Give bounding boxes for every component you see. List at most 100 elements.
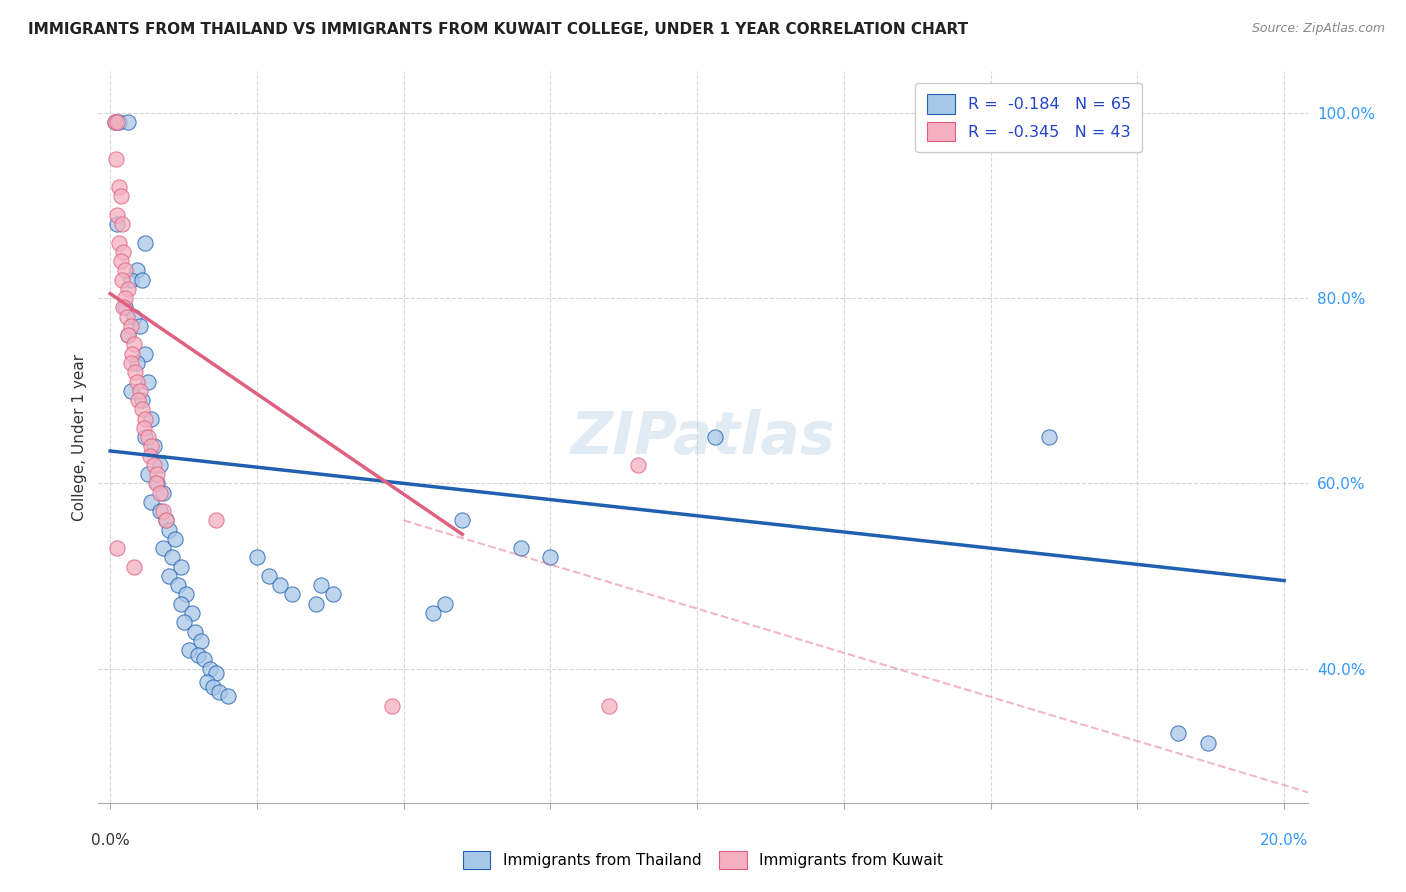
- Point: [121, 347, 143, 361]
- Y-axis label: College, Under 1 year: College, Under 1 year: [72, 353, 87, 521]
- Point: [141, 495, 163, 509]
- Point: [322, 587, 344, 601]
- Point: [136, 467, 159, 482]
- Point: [176, 587, 198, 601]
- Point: [120, 273, 142, 287]
- Point: [114, 301, 136, 315]
- Point: [155, 513, 177, 527]
- Point: [111, 217, 134, 231]
- Point: [104, 115, 127, 129]
- Point: [143, 458, 166, 472]
- Text: ZIPatlas: ZIPatlas: [571, 409, 835, 466]
- Point: [149, 504, 172, 518]
- Point: [422, 606, 444, 620]
- Point: [451, 513, 474, 527]
- Point: [217, 690, 239, 704]
- Point: [117, 282, 139, 296]
- Point: [703, 430, 725, 444]
- Point: [115, 310, 138, 324]
- Point: [163, 532, 186, 546]
- Point: [204, 513, 226, 527]
- Point: [134, 430, 156, 444]
- Point: [149, 485, 172, 500]
- Point: [134, 421, 156, 435]
- Point: [134, 235, 156, 250]
- Point: [201, 680, 224, 694]
- Point: [134, 411, 156, 425]
- Point: [1167, 726, 1189, 740]
- Text: 0.0%: 0.0%: [91, 833, 129, 848]
- Point: [128, 318, 150, 333]
- Point: [179, 643, 201, 657]
- Point: [193, 652, 215, 666]
- Point: [257, 569, 280, 583]
- Point: [160, 550, 183, 565]
- Point: [157, 523, 180, 537]
- Point: [169, 559, 191, 574]
- Point: [125, 375, 148, 389]
- Point: [105, 541, 128, 556]
- Point: [124, 365, 146, 379]
- Point: [146, 467, 169, 482]
- Point: [105, 153, 128, 167]
- Point: [173, 615, 195, 630]
- Point: [433, 597, 456, 611]
- Point: [146, 476, 169, 491]
- Point: [187, 648, 209, 662]
- Point: [122, 559, 145, 574]
- Point: [105, 115, 128, 129]
- Text: IMMIGRANTS FROM THAILAND VS IMMIGRANTS FROM KUWAIT COLLEGE, UNDER 1 YEAR CORRELA: IMMIGRANTS FROM THAILAND VS IMMIGRANTS F…: [28, 22, 969, 37]
- Point: [125, 263, 148, 277]
- Point: [112, 244, 135, 259]
- Point: [114, 263, 136, 277]
- Point: [598, 698, 620, 713]
- Point: [381, 698, 404, 713]
- Point: [269, 578, 291, 592]
- Point: [246, 550, 269, 565]
- Point: [538, 550, 561, 565]
- Point: [134, 347, 156, 361]
- Point: [195, 675, 218, 690]
- Point: [108, 235, 131, 250]
- Point: [1038, 430, 1060, 444]
- Point: [166, 578, 188, 592]
- Point: [122, 337, 145, 351]
- Point: [110, 254, 132, 268]
- Point: [114, 291, 136, 305]
- Point: [131, 273, 153, 287]
- Point: [131, 402, 153, 417]
- Point: [208, 684, 231, 698]
- Point: [111, 273, 134, 287]
- Point: [141, 411, 163, 425]
- Point: [510, 541, 533, 556]
- Point: [190, 633, 212, 648]
- Text: Source: ZipAtlas.com: Source: ZipAtlas.com: [1251, 22, 1385, 36]
- Point: [311, 578, 333, 592]
- Point: [169, 597, 191, 611]
- Point: [120, 318, 142, 333]
- Point: [145, 476, 167, 491]
- Point: [141, 439, 163, 453]
- Point: [136, 430, 159, 444]
- Point: [128, 384, 150, 398]
- Point: [281, 587, 304, 601]
- Legend: R =  -0.184   N = 65, R =  -0.345   N = 43: R = -0.184 N = 65, R = -0.345 N = 43: [915, 83, 1143, 153]
- Point: [198, 661, 221, 675]
- Legend: Immigrants from Thailand, Immigrants from Kuwait: Immigrants from Thailand, Immigrants fro…: [457, 845, 949, 875]
- Point: [127, 392, 149, 407]
- Point: [136, 375, 159, 389]
- Point: [105, 217, 128, 231]
- Point: [120, 384, 142, 398]
- Point: [304, 597, 326, 611]
- Point: [104, 115, 127, 129]
- Point: [152, 541, 174, 556]
- Point: [120, 356, 142, 370]
- Text: 20.0%: 20.0%: [1260, 833, 1309, 848]
- Point: [122, 310, 145, 324]
- Point: [627, 458, 650, 472]
- Point: [155, 513, 177, 527]
- Point: [204, 666, 226, 681]
- Point: [139, 449, 162, 463]
- Point: [112, 301, 135, 315]
- Point: [143, 439, 166, 453]
